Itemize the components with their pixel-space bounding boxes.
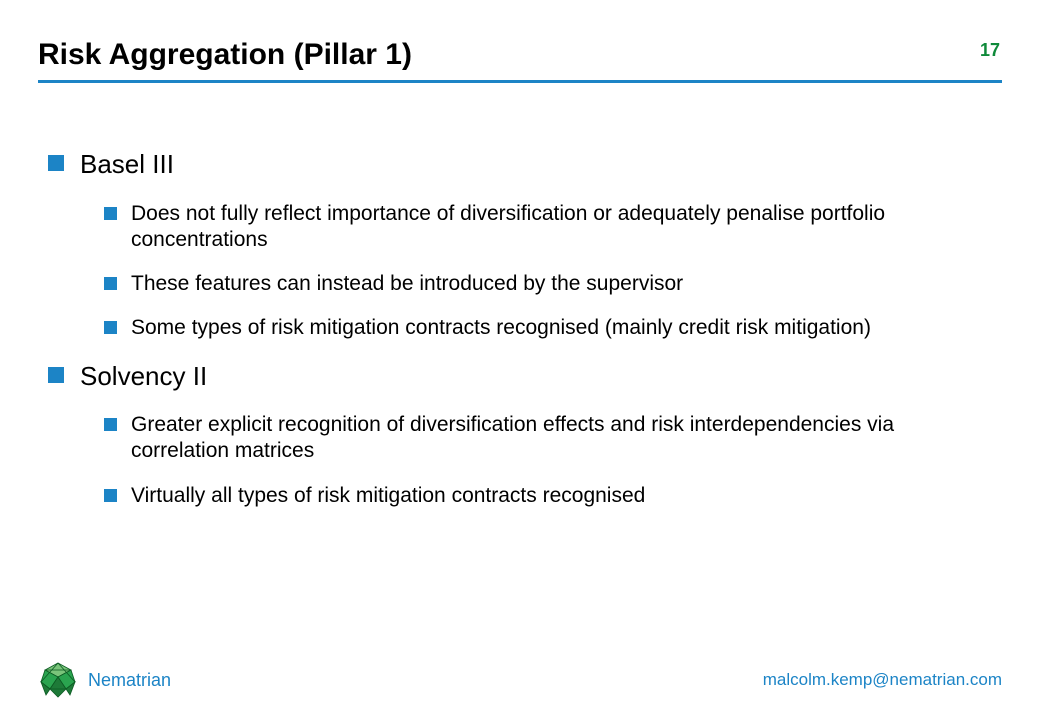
slide-title: Risk Aggregation (Pillar 1): [38, 38, 1002, 72]
list-item: Virtually all types of risk mitigation c…: [104, 483, 992, 509]
footer-left: Nematrian: [38, 660, 171, 700]
list-item: Basel III: [48, 148, 992, 181]
list-item-text: These features can instead be introduced…: [131, 271, 683, 297]
list-item-text: Greater explicit recognition of diversif…: [131, 412, 991, 465]
square-bullet-icon: [104, 489, 117, 502]
square-bullet-icon: [104, 418, 117, 431]
square-bullet-icon: [104, 207, 117, 220]
list-item-text: Solvency II: [80, 360, 207, 393]
list-item-text: Basel III: [80, 148, 174, 181]
square-bullet-icon: [48, 367, 64, 383]
list-item-text: Virtually all types of risk mitigation c…: [131, 483, 645, 509]
list-item: Does not fully reflect importance of div…: [104, 201, 992, 254]
company-logo-icon: [38, 660, 78, 700]
content-body: Basel III Does not fully reflect importa…: [48, 130, 992, 527]
company-name: Nematrian: [88, 670, 171, 691]
footer-email: malcolm.kemp@nematrian.com: [763, 670, 1002, 690]
list-item: These features can instead be introduced…: [104, 271, 992, 297]
list-item: Some types of risk mitigation contracts …: [104, 315, 992, 341]
list-item-text: Does not fully reflect importance of div…: [131, 201, 991, 254]
page-number: 17: [980, 40, 1000, 61]
square-bullet-icon: [104, 277, 117, 290]
list-item-text: Some types of risk mitigation contracts …: [131, 315, 871, 341]
square-bullet-icon: [48, 155, 64, 171]
header: Risk Aggregation (Pillar 1): [38, 38, 1002, 78]
slide: Risk Aggregation (Pillar 1) 17 Basel III…: [0, 0, 1040, 720]
list-item: Greater explicit recognition of diversif…: [104, 412, 992, 465]
list-item: Solvency II: [48, 360, 992, 393]
title-underline: [38, 80, 1002, 83]
square-bullet-icon: [104, 321, 117, 334]
footer: Nematrian malcolm.kemp@nematrian.com: [38, 660, 1002, 700]
